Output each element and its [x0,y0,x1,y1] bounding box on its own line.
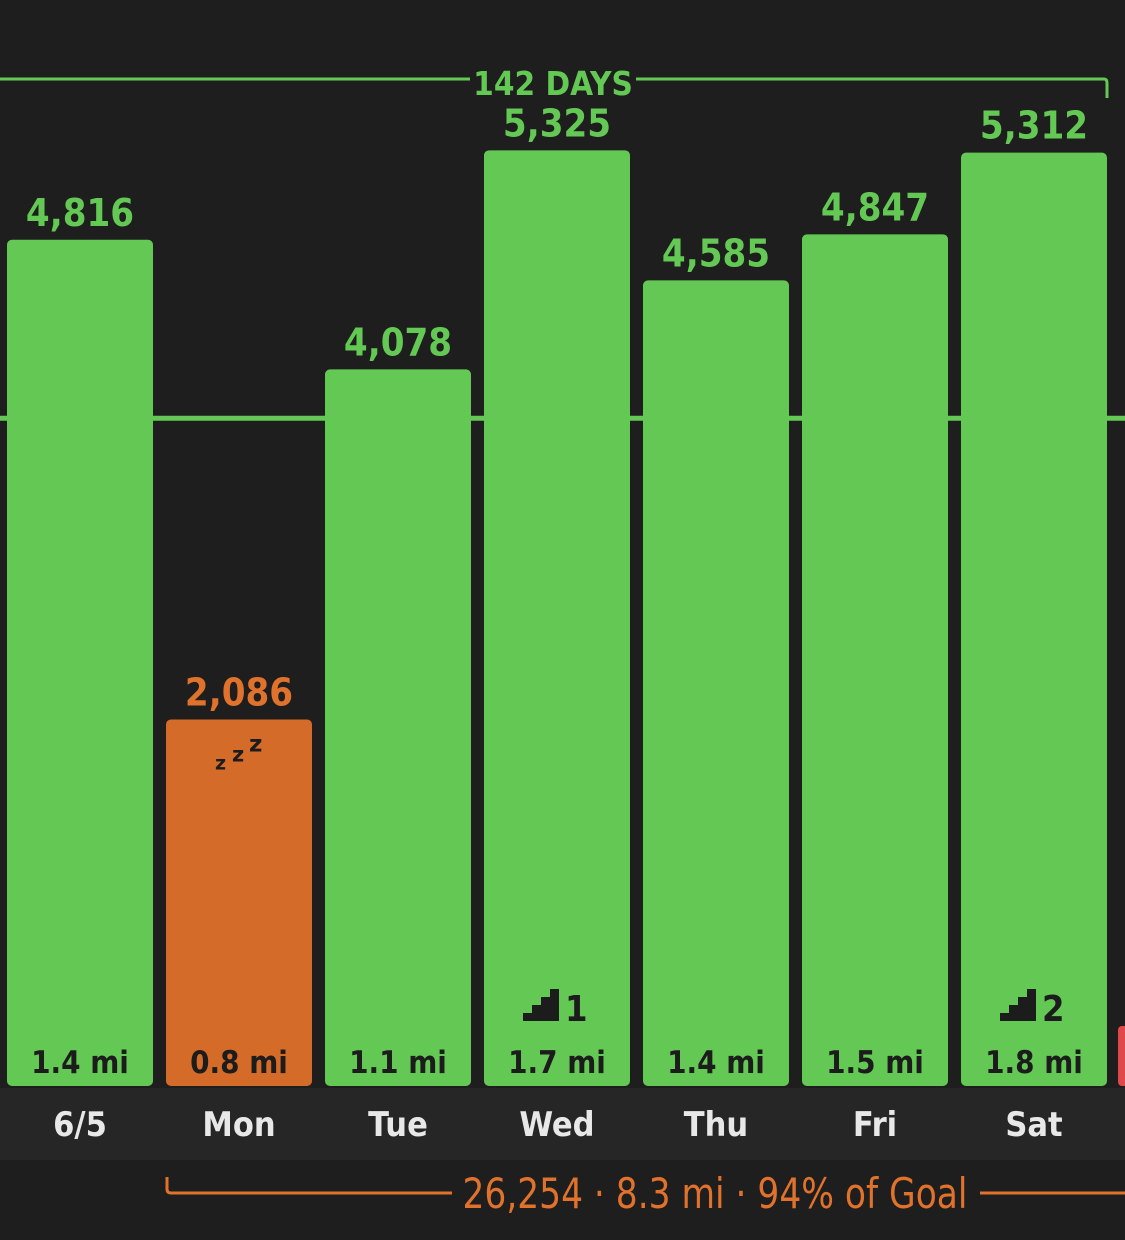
streak-bracket: 142 DAYS [0,64,1109,103]
week-summary[interactable]: 26,254 · 8.3 mi · 94% of Goal [165,1169,1125,1218]
streak-bracket-line [0,77,1109,98]
bar[interactable] [484,150,630,1087]
distance-label: 1.4 mi [31,1045,129,1081]
flights-count: 2 [1042,989,1065,1030]
distance-label: 1.5 mi [826,1045,924,1081]
bar[interactable] [325,369,471,1086]
bar-value-label: 4,816 [26,191,134,235]
distance-label: 0.8 mi [190,1045,288,1081]
day-label: Thu [684,1105,748,1145]
week-summary-text: 26,254 · 8.3 mi · 94% of Goal [463,1169,968,1218]
distance-label: 1.1 mi [349,1045,447,1081]
day-label: Mon [202,1105,275,1145]
svg-text:z: z [215,752,226,774]
bar[interactable] [166,719,312,1086]
distance-label: 1.8 mi [985,1045,1083,1081]
stairs-icon [1000,989,1036,1021]
svg-text:z: z [249,731,262,757]
svg-text:z: z [232,742,244,766]
bar-value-label: 5,325 [503,101,611,145]
next-day-bar-partial[interactable] [1118,1026,1125,1086]
bar-value-label: 4,078 [344,320,452,364]
day-bar-Thu[interactable]: 4,585 1.4 mi Thu [643,231,789,1145]
day-label: Sat [1005,1105,1062,1145]
day-strip-bg [0,1088,1125,1160]
streak-label: 142 DAYS [473,64,633,103]
stairs-icon [523,989,559,1021]
day-bar-Wed[interactable]: 5,325 1.7 mi 1 Wed [484,101,630,1145]
day-label: Tue [368,1105,428,1145]
bar-value-label: 4,847 [821,185,929,229]
day-bar-Fri[interactable]: 4,847 1.5 mi Fri [802,185,948,1145]
distance-label: 1.7 mi [508,1045,606,1081]
day-bar-Tue[interactable]: 4,078 1.1 mi Tue [325,320,471,1145]
day-label: Wed [519,1105,594,1145]
day-label-strip [0,1088,1125,1160]
flights-climbed: 2 [1000,989,1065,1030]
bar-value-label: 4,585 [662,231,770,275]
flights-climbed: 1 [523,989,588,1030]
summary-bracket-line [165,1177,1125,1195]
day-bar-6/5[interactable]: 4,816 1.4 mi 6/5 [7,191,153,1145]
bar[interactable] [643,280,789,1087]
bar-value-label: 5,312 [980,104,1088,148]
flights-count: 1 [565,989,588,1030]
bar[interactable] [961,152,1107,1086]
bar-value-label: 2,086 [185,670,293,714]
bar[interactable] [7,239,153,1086]
day-label: 6/5 [53,1105,107,1145]
day-label: Fri [853,1105,897,1145]
day-bar-Sat[interactable]: 5,312 1.8 mi 2 Sat [961,104,1107,1145]
bar[interactable] [802,234,948,1086]
distance-label: 1.4 mi [667,1045,765,1081]
